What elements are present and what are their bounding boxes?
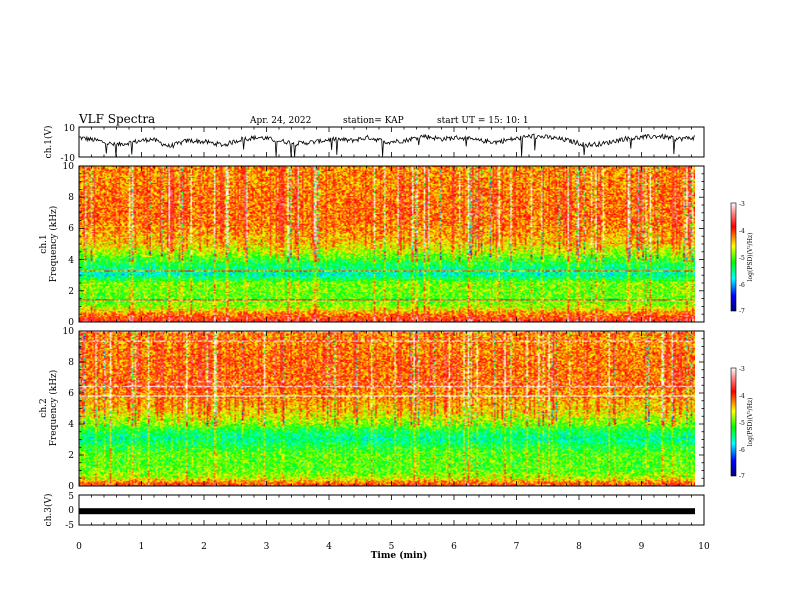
xtick-3: 3 xyxy=(264,542,270,552)
ch1-spectrogram-yticks: 0 2 4 6 8 10 xyxy=(63,162,75,328)
ch3-waveform-ylabel: ch.3(V) xyxy=(43,494,54,527)
ch1-cb-tick-4: -7 xyxy=(739,308,745,315)
xtick-4: 4 xyxy=(326,542,332,552)
ch1-ytick-0: 0 xyxy=(68,318,74,328)
ch1-spectrogram-image xyxy=(79,166,695,322)
ch2-cb-tick-2: -5 xyxy=(739,420,745,427)
ch1-colorbar: -3 -4 -5 -6 -7 log(PSD)(V²/Hz) xyxy=(730,201,754,315)
ch1-colorbar-bar xyxy=(730,202,737,312)
ch2-cb-tick-4: -7 xyxy=(739,473,745,480)
ch2-spectrogram-ylabel-frequency: Frequency (kHz) xyxy=(48,370,59,447)
header-start-time: start UT = 15: 10: 1 xyxy=(437,116,529,126)
ch1-ytick-bottom: -10 xyxy=(61,154,76,164)
ch1-cb-tick-2: -5 xyxy=(739,255,745,262)
ch2-ytick-10: 10 xyxy=(63,327,75,337)
ch3-waveform-trace xyxy=(79,508,695,515)
ch3-ytick-mid: 0 xyxy=(68,506,74,516)
ch1-spectrogram-ylabel-channel: ch.1 xyxy=(39,234,49,253)
ch1-ytick-10: 10 xyxy=(63,162,75,172)
ch2-cb-tick-1: -4 xyxy=(739,393,745,400)
ch2-ytick-4: 4 xyxy=(68,420,74,430)
ch1-ytick-2: 2 xyxy=(68,287,74,297)
ch3-ytick-top: 5 xyxy=(68,492,74,502)
xtick-9: 9 xyxy=(639,542,645,552)
xtick-7: 7 xyxy=(514,542,520,552)
header-station: station= KAP xyxy=(343,116,404,126)
ch2-colorbar: -3 -4 -5 -6 -7 log(PSD)(V²/Hz) xyxy=(730,366,754,480)
xtick-0: 0 xyxy=(76,542,82,552)
xtick-10: 10 xyxy=(698,542,710,552)
ch2-cb-tick-0: -3 xyxy=(739,366,745,373)
ch1-spectrogram-ylabel-frequency: Frequency (kHz) xyxy=(48,206,59,283)
axis-tick-marks xyxy=(78,127,705,525)
ch1-cb-tick-1: -4 xyxy=(739,228,745,235)
x-axis-tick-labels: 0 1 2 3 4 5 6 7 8 9 10 xyxy=(76,542,710,552)
xtick-2: 2 xyxy=(201,542,207,552)
ch2-spectrogram-ylabel-channel: ch.2 xyxy=(39,398,49,417)
ch1-waveform-ylabel: ch.1(V) xyxy=(43,126,54,159)
ch2-colorbar-label: log(PSD)(V²/Hz) xyxy=(747,398,754,447)
xtick-1: 1 xyxy=(139,542,145,552)
figure-title: VLF Spectra xyxy=(78,112,155,126)
ch2-ytick-8: 8 xyxy=(68,358,74,368)
ch2-spectrogram-yticks: 0 2 4 6 8 10 xyxy=(63,327,75,492)
ch2-cb-tick-3: -6 xyxy=(739,447,745,454)
ch1-colorbar-label: log(PSD)(V²/Hz) xyxy=(747,233,754,282)
header-date: Apr. 24, 2022 xyxy=(249,116,311,126)
x-axis-label: Time (min) xyxy=(371,550,428,561)
ch2-colorbar-bar xyxy=(730,367,737,477)
ch2-ytick-6: 6 xyxy=(68,389,74,399)
ch1-ytick-8: 8 xyxy=(68,193,74,203)
xtick-5: 5 xyxy=(389,542,395,552)
xtick-8: 8 xyxy=(576,542,582,552)
ch2-ytick-2: 2 xyxy=(68,451,74,461)
xtick-6: 6 xyxy=(451,542,457,552)
ch2-spectrogram-panel: 0 2 4 6 8 10 ch.2 Frequency (kHz) xyxy=(39,327,705,492)
ch1-waveform-line xyxy=(78,133,696,158)
ch1-spectrogram-panel: 0 2 4 6 8 10 ch.1 Frequency (kHz) xyxy=(39,162,705,328)
ch3-waveform-panel: 5 0 -5 ch.3(V) xyxy=(43,492,705,531)
ch1-cb-tick-3: -6 xyxy=(739,282,745,289)
ch3-ytick-bottom: -5 xyxy=(65,521,74,531)
ch2-spectrogram-image xyxy=(79,331,695,486)
ch1-ytick-4: 4 xyxy=(68,256,74,266)
ch1-ytick-top: 10 xyxy=(64,124,76,134)
ch1-cb-tick-0: -3 xyxy=(739,201,745,208)
ch1-ytick-6: 6 xyxy=(68,224,74,234)
ch1-waveform-panel: 10 -10 ch.1(V) xyxy=(43,124,705,164)
ch2-ytick-0: 0 xyxy=(68,482,74,492)
